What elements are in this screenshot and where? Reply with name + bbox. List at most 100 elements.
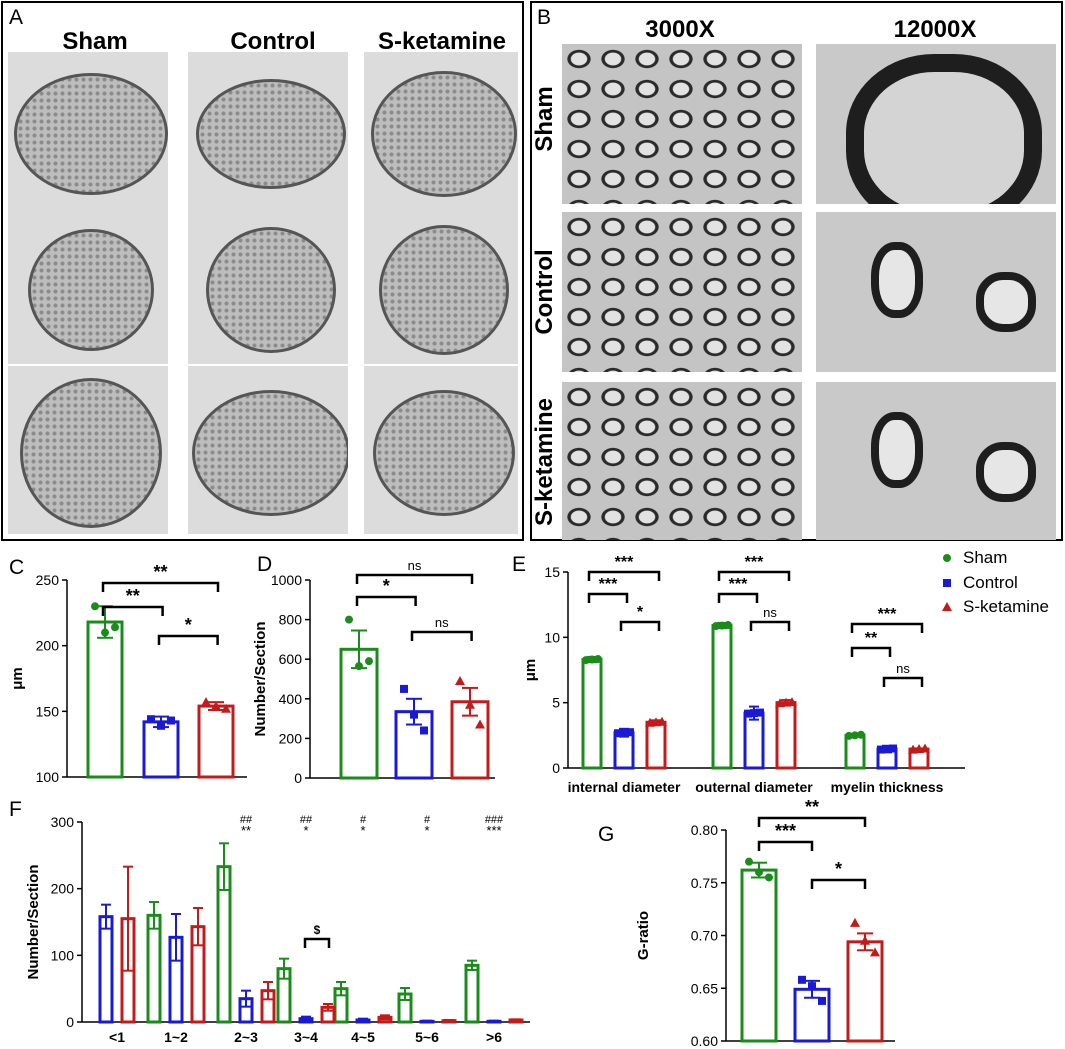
bar-s-ketamine [645,720,667,770]
significance-bracket [587,592,629,603]
y-tick-label: 0.80 [691,822,718,838]
nerve-fascicle [196,79,346,189]
y-tick-label: 250 [36,572,60,588]
data-point-circle [718,621,726,630]
significance-bracket [717,570,791,581]
data-point-circle [745,857,753,866]
data-point-circle [345,615,353,624]
significance-label: ** [126,586,140,606]
data-point-triangle [465,699,475,709]
panel-a-letter: A [9,6,24,29]
data-point-circle [712,622,720,631]
y-axis-title: Number/Section [25,864,42,979]
bar-sham [844,733,866,770]
nerve-fascicle [14,73,168,195]
x-tick-label: myelin thickness [831,779,944,795]
y-tick-label: 150 [36,703,60,719]
data-point-circle [765,873,773,882]
significance-label: * [637,604,644,621]
y-tick-label: 600 [279,651,303,667]
myelin-ring [846,54,1042,204]
panel-a-col-s-ketamine: S-ketamine [377,28,507,55]
electron-micrograph [562,44,802,204]
nerve-fascicle [20,378,162,528]
significance-label: ns [435,615,449,630]
electron-micrograph [816,382,1056,540]
data-point-square [167,716,175,725]
panel-b-letter: B [537,6,552,29]
significance-hash: # [360,814,367,826]
micrograph-cross-section [188,210,348,364]
data-point-circle [755,868,763,877]
panel-e-letter: E [512,553,527,576]
legend-label-control: Control [963,573,1018,592]
significance-bracket [587,570,661,581]
y-tick-label: 1000 [271,572,302,588]
y-tick-label: 0 [294,770,302,786]
bar-sham [86,620,124,779]
nerve-fascicle [28,229,154,351]
data-point-square [744,709,752,718]
data-point-square [818,996,826,1005]
electron-micrograph [816,44,1056,204]
y-tick-label: 0.65 [691,980,718,996]
y-tick-label: 5 [552,695,560,711]
significance-star: * [303,823,308,838]
data-point-triangle [657,716,667,726]
y-axis-title: G-ratio [635,911,652,960]
bar-control [743,711,765,770]
panel-f-letter: F [9,798,22,821]
data-point-triangle [787,697,797,707]
y-tick-label: 200 [279,730,303,746]
legend-label-sham: Sham [963,550,1007,567]
bar-sham [581,658,603,770]
y-axis-title: μm [9,667,26,690]
data-point-square [620,728,628,737]
data-point-square [889,744,897,753]
bar-s-ketamine [197,704,235,779]
x-tick-label: 1~2 [164,1029,188,1045]
data-point-square [157,721,165,730]
panel-b-row-s-ketamine: S-ketamine [531,397,558,527]
significance-bracket [410,630,473,641]
data-point-circle [582,656,590,665]
legend-label-s-ketamine: S-ketamine [963,597,1049,616]
data-point-triangle [850,917,860,927]
myelin-ring [976,442,1036,502]
significance-bracket [850,646,892,657]
x-tick-label: internal diameter [568,779,681,795]
panel-b-row-sham: Sham [531,86,558,152]
significance-label: ** [865,630,878,647]
y-axis-title: Number/Section [252,621,269,736]
nerve-fascicle [192,390,348,516]
significance-star: ** [241,823,251,838]
micrograph-cross-section [8,366,168,534]
y-tick-label: 15 [544,564,560,580]
nerve-fascicle [379,225,509,355]
y-tick-label: 10 [544,629,560,645]
data-point-circle [724,621,732,630]
significance-bracket [810,878,867,889]
data-point-triangle [201,697,211,707]
panel-b-frame [530,1,1063,541]
bar-control [613,731,635,770]
significance-hash: ## [300,814,313,826]
micrograph-cross-section [8,210,168,364]
panel-b-col-3000x: 3000X [645,16,715,43]
significance-label: *** [878,606,897,623]
y-tick-label: 300 [51,814,75,830]
bar-s-ketamine [775,701,797,770]
data-point-square [626,728,634,737]
y-tick-label: 0.75 [691,875,718,891]
nerve-fascicle [206,227,336,353]
data-point-triangle [475,719,485,729]
data-point-circle [845,731,853,740]
micrograph-cross-section [8,52,168,210]
significance-label: ** [153,562,167,582]
x-tick-label: 3~4 [294,1029,318,1045]
electron-micrograph [562,382,802,540]
data-point-square [410,710,418,719]
chart-e: 0 5 10 15 internal diameter outernal diameter… [522,550,1049,795]
y-tick-label: 400 [279,691,303,707]
